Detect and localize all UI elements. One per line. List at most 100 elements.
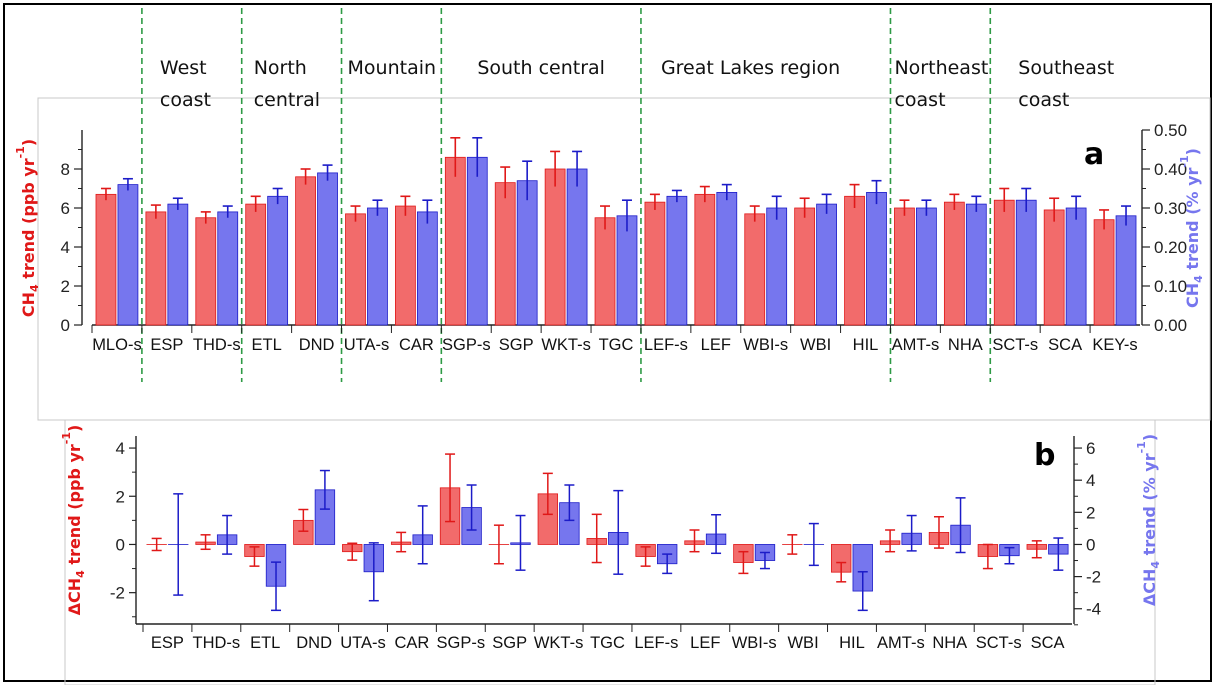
panel-a-bar-percent [766,207,788,326]
panel-b-category-nha: NHA [932,634,967,652]
panel-a-bar-percent [1115,215,1137,326]
panel-a-left-tick-label: 2 [61,277,70,296]
panel-b-category-wkt-s: WKT-s [534,634,584,652]
region-labels: West coast North central Mountain South centr… [160,57,1114,111]
panel-a-category-etl: ETL [252,336,282,354]
panel-a-bar-ppb [544,168,566,326]
panel-a-category-dnd: DND [299,336,335,354]
panel-b-category-uta-s: UTA-s [340,634,386,652]
panel-b-left-tick-label: 0 [116,535,125,554]
region-label-southeast-coast: Southeast coast [1018,57,1114,111]
panel-a-bar-ppb [195,217,217,326]
panel-a-category-wbi: WBI [800,336,831,354]
panel-a-bar-percent [666,195,688,326]
region-label-great-lakes-region: Great Lakes region [661,57,840,79]
panel-b-right-tick-label: 6 [1086,439,1095,458]
panel-b-category-sct-s: SCT-s [976,634,1022,652]
panel-a-bar-ppb [894,207,915,326]
region-label-northeast-coast: Northeast coast [894,57,988,111]
panel-a-category-hil: HIL [853,336,879,354]
panel-a-left-tick-label: 6 [61,199,70,218]
panel-a-right-tick-label: 0.30 [1154,199,1187,218]
panel-a-bar-percent [916,207,937,326]
panel-b-left-tick-label: -2 [110,584,125,603]
panel-a-bar-percent [167,203,189,326]
panel-b-category-dnd: DND [296,634,332,652]
panel-a-bar-ppb [794,207,816,326]
panel-b-category-wbi-s: WBI-s [732,634,777,652]
panel-a-bar-ppb [145,211,167,326]
panel-a-bar-percent [566,168,588,326]
panel-a-bar-ppb [295,176,316,326]
panel-a-bar-ppb [245,203,267,326]
panel-b-right-tick-label: 2 [1086,503,1095,522]
panel-a-bar-ppb [744,213,766,326]
panel-a-bar-percent [516,180,538,326]
panel-a-bar-ppb [444,156,466,326]
panel-a-bar-ppb [993,199,1015,326]
panel-a-letter: a [1084,137,1104,172]
region-label-west-coast: West coast [160,57,211,111]
panel-b-left-tick-label: 2 [116,487,125,506]
panel-a-bar-percent [267,195,289,326]
panel-a-category-sca: SCA [1048,336,1082,354]
panel-a-right-tick-label: 0.20 [1154,238,1187,257]
panel-a-category-car: CAR [399,336,434,354]
panel-a-category-sct-s: SCT-s [992,336,1038,354]
panel-b-box [64,419,1156,685]
panel-a-category-amt-s: AMT-s [892,336,940,354]
panel-b-category-sca: SCA [1031,634,1065,652]
panel-a-left-tick-label: 4 [61,238,70,257]
panel-b-right-axis-label: ΔCH4 trend (% yr-1) [1135,434,1162,606]
panel-b-category-hil: HIL [839,634,865,652]
panel-a-category-nha: NHA [948,336,983,354]
panel-a-category-lef: LEF [701,336,731,354]
panel-a-bar-percent [117,184,139,326]
panel-a-category-sgp: SGP [499,336,534,354]
panel-b-right-tick-label: -2 [1086,568,1101,587]
panel-b-left-tick-label: 4 [116,439,125,458]
panel-a-bar-percent [217,211,239,326]
panel-a-bar-ppb [1043,209,1065,326]
panel-a-category-esp: ESP [150,336,183,354]
panel-b-category-amt-s: AMT-s [877,634,925,652]
panel-b-category-tgc: TGC [590,634,625,652]
panel-a-right-tick-label: 0.50 [1154,121,1187,140]
panel-a-right-axis-label: CH4 trend (% yr-1) [1178,148,1205,308]
panel-a-bar-ppb [95,193,117,326]
panel-a-bar-ppb [844,195,865,326]
panel-b-category-sgp-s: SGP-s [437,634,486,652]
panel-b-category-wbi: WBI [787,634,818,652]
panel-a-right-tick-label: 0.40 [1154,160,1187,179]
panel-b: -2 0 2 4 -4 -2 0 2 4 6 ESP THD-s ETL DND UTA-s CAR SGP-s… [110,436,1101,652]
panel-a-category-mlo-s: MLO-s [92,336,142,354]
panel-a-bar-percent [616,215,638,326]
panel-b-right-tick-label: 0 [1086,535,1095,554]
panel-a-category-uta-s: UTA-s [344,336,390,354]
panel-a-bar-ppb [943,201,965,326]
panel-a-right-tick-label: 0.00 [1154,316,1187,335]
panel-b-category-sgp: SGP [492,634,527,652]
region-dividers [141,8,992,382]
panel-a-bar-percent [367,207,388,326]
panel-a-bar-percent [466,156,488,326]
panel-a-bar-ppb [1093,219,1115,326]
panel-a-right-tick-label: 0.10 [1154,277,1187,296]
panel-a-bar-percent [416,211,438,326]
panel-b-category-etl: ETL [250,634,280,652]
panel-a-category-key-s: KEY-s [1092,336,1137,354]
panel-a-bar-ppb [395,205,416,326]
panel-a-category-lef-s: LEF-s [644,336,688,354]
panel-a-left-tick-label: 0 [61,316,70,335]
panel-b-category-esp: ESP [151,634,184,652]
panel-a-category-sgp-s: SGP-s [442,336,491,354]
panel-a-bar-ppb [345,213,366,326]
panel-a-bar-ppb [494,182,516,326]
panel-a-bar-percent [317,172,338,326]
panel-b-category-thd-s: THD-s [193,634,241,652]
figure-frame [3,3,1212,682]
panel-a-bar-percent [965,203,987,326]
panel-b-category-lef-s: LEF-s [634,634,678,652]
panel-b-category-lef: LEF [690,634,720,652]
